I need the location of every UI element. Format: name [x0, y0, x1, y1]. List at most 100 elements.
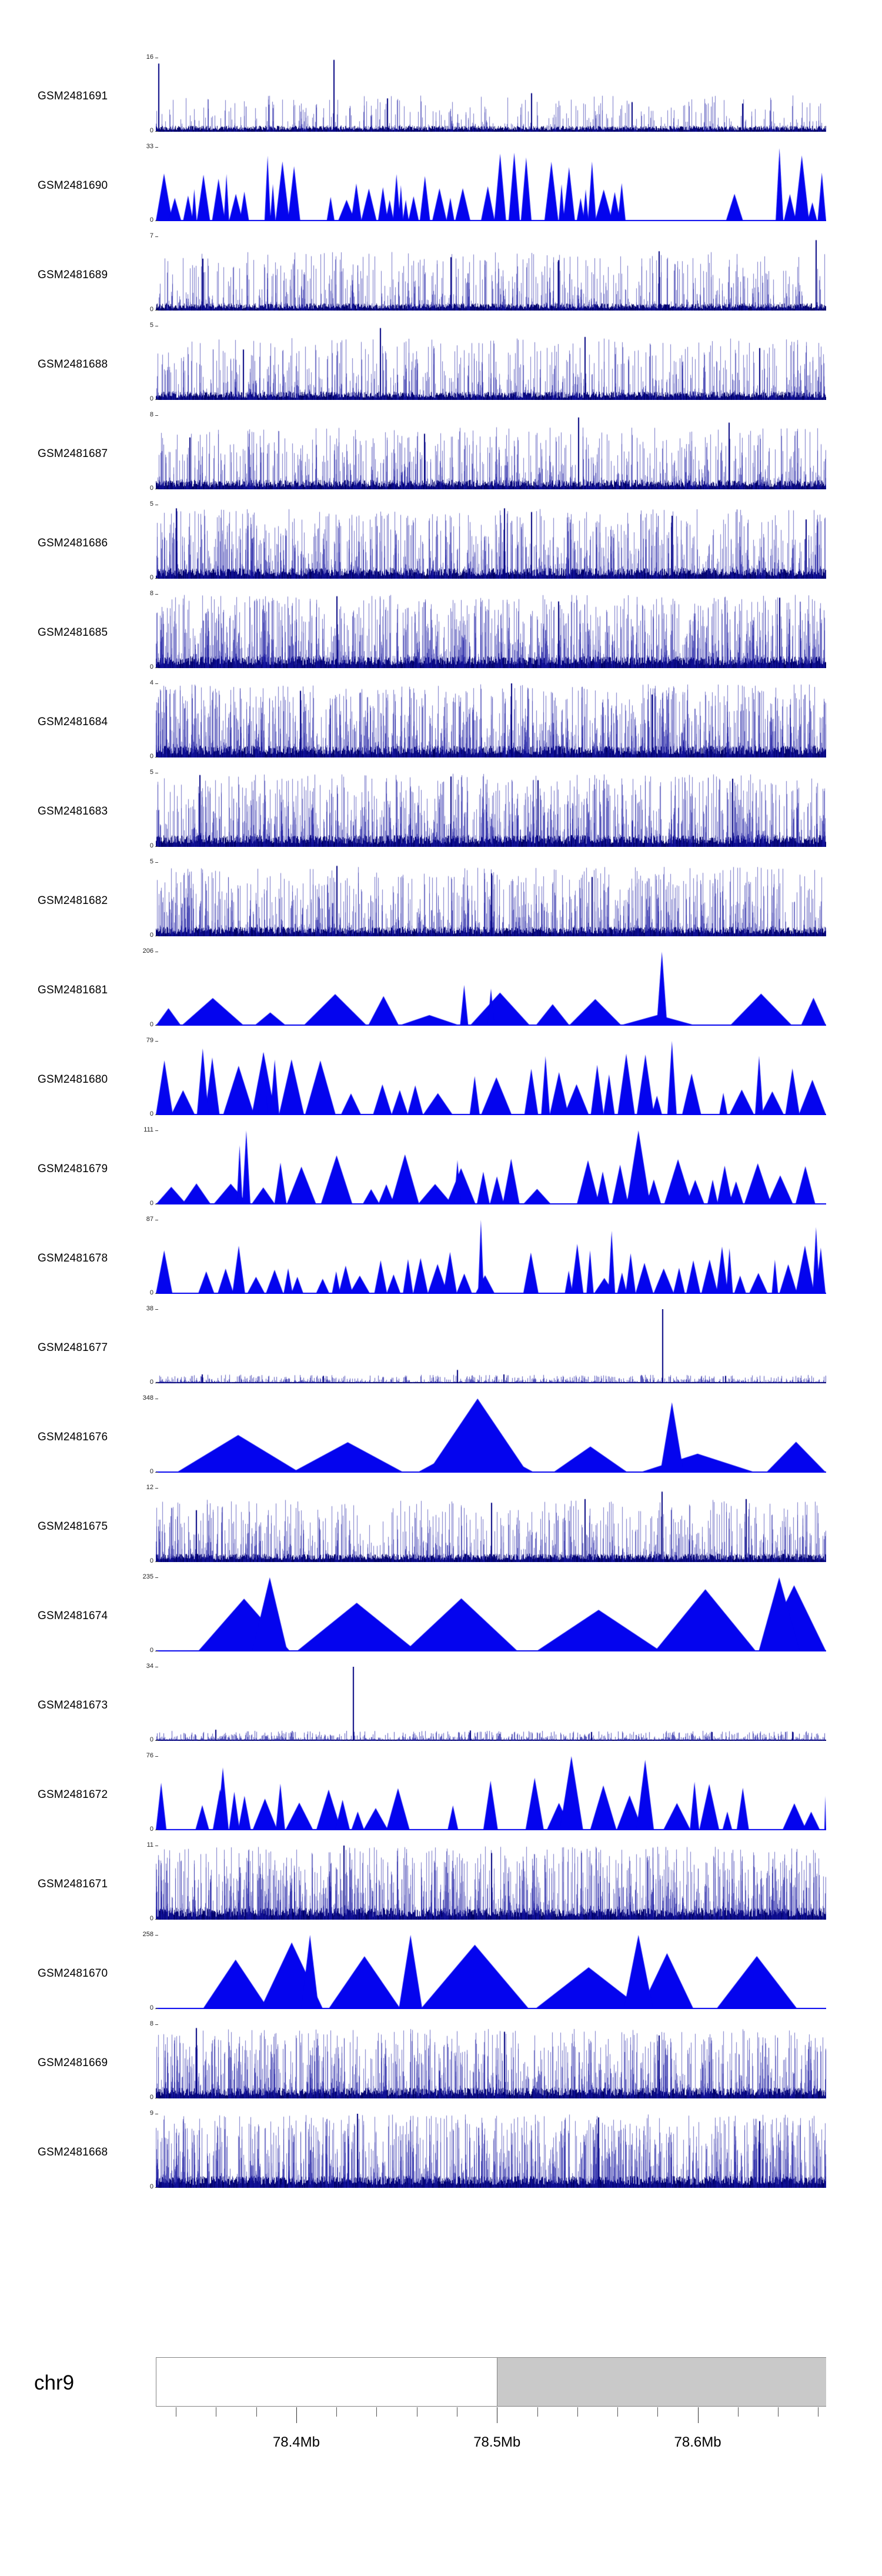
track-ymax-label: 9 — [149, 2110, 153, 2117]
track-ymax-label: 348 — [142, 1394, 153, 1402]
track-row: GSM2481685 8 0 — [0, 588, 882, 678]
y-axis-top-tick — [155, 1935, 158, 1936]
track-row: GSM2481671 11 0 — [0, 1840, 882, 1929]
signal-canvas[interactable] — [156, 862, 826, 936]
signal-canvas[interactable] — [156, 58, 826, 132]
track-label: GSM2481688 — [38, 358, 108, 371]
track-plot: 16 0 — [146, 54, 826, 134]
track-label: GSM2481679 — [38, 1163, 108, 1175]
y-axis-bottom-tick — [155, 399, 158, 400]
y-axis-top-tick — [155, 594, 158, 595]
track-row: GSM2481669 8 0 — [0, 2018, 882, 2108]
track-label: GSM2481669 — [38, 2057, 108, 2069]
ruler-minor-tick — [256, 2407, 257, 2417]
track-row: GSM2481674 235 0 — [0, 1571, 882, 1661]
signal-canvas[interactable] — [156, 1220, 826, 1294]
track-plot: 11 0 — [147, 1842, 826, 1922]
ruler-band[interactable] — [156, 2357, 826, 2407]
y-axis-top-tick — [155, 683, 158, 684]
signal-canvas[interactable] — [156, 1577, 826, 1651]
track-ymin-label: 0 — [149, 842, 153, 849]
y-axis-top-tick — [155, 1488, 158, 1489]
track-ymin-label: 0 — [149, 306, 153, 313]
track-row: GSM2481687 8 0 — [0, 409, 882, 499]
track-row: GSM2481670 258 0 — [0, 1929, 882, 2018]
track-label: GSM2481672 — [38, 1788, 108, 1801]
track-row: GSM2481691 16 0 — [0, 52, 882, 141]
track-ymin-label: 0 — [149, 1557, 153, 1564]
track-plot: 87 0 — [146, 1216, 826, 1296]
track-ymax-label: 87 — [146, 1216, 153, 1223]
track-ymax-label: 5 — [149, 500, 153, 508]
track-plot: 7 0 — [150, 233, 826, 313]
y-axis-bottom-tick — [155, 2187, 158, 2188]
track-plot: 9 0 — [150, 2110, 826, 2190]
signal-canvas[interactable] — [156, 326, 826, 400]
track-plot: 76 0 — [146, 1753, 826, 1833]
track-ymax-label: 38 — [146, 1305, 153, 1312]
track-label: GSM2481668 — [38, 2146, 108, 2158]
track-plot: 348 0 — [143, 1395, 826, 1475]
signal-canvas[interactable] — [156, 2114, 826, 2188]
track-ymin-label: 0 — [149, 2004, 153, 2011]
track-row: GSM2481683 5 0 — [0, 767, 882, 856]
track-label: GSM2481675 — [38, 1520, 108, 1533]
track-ymax-label: 7 — [149, 232, 153, 239]
track-label: GSM2481687 — [38, 448, 108, 460]
signal-canvas[interactable] — [156, 683, 826, 758]
signal-canvas[interactable] — [156, 1130, 826, 1204]
y-axis-top-tick — [155, 415, 158, 416]
signal-canvas[interactable] — [156, 1846, 826, 1920]
signal-canvas[interactable] — [156, 1309, 826, 1383]
y-axis-bottom-tick — [155, 1919, 158, 1920]
track-ymax-label: 8 — [149, 2020, 153, 2027]
signal-canvas[interactable] — [156, 1488, 826, 1562]
track-row: GSM2481673 34 0 — [0, 1661, 882, 1750]
track-label: GSM2481686 — [38, 537, 108, 549]
track-plot: 5 0 — [150, 501, 826, 581]
ruler-ticks: 78.4Mb 78.5Mb 78.6Mb — [156, 2407, 826, 2460]
y-axis-top-tick — [155, 2024, 158, 2025]
track-label: GSM2481684 — [38, 716, 108, 728]
track-row: GSM2481684 4 0 — [0, 678, 882, 767]
track-plot: 34 0 — [146, 1663, 826, 1743]
y-axis-bottom-tick — [155, 578, 158, 579]
track-ymax-label: 111 — [143, 1126, 153, 1133]
track-plot: 8 0 — [150, 590, 826, 670]
track-ymin-label: 0 — [149, 1647, 153, 1654]
track-ymin-label: 0 — [149, 1110, 153, 1117]
signal-canvas[interactable] — [156, 1041, 826, 1115]
signal-canvas[interactable] — [156, 773, 826, 847]
track-row: GSM2481675 12 0 — [0, 1482, 882, 1571]
track-label: GSM2481678 — [38, 1252, 108, 1264]
signal-canvas[interactable] — [156, 1667, 826, 1741]
track-ymin-label: 0 — [149, 1736, 153, 1743]
signal-canvas[interactable] — [156, 1399, 826, 1473]
ruler-minor-tick — [617, 2407, 619, 2417]
signal-canvas[interactable] — [156, 236, 826, 311]
track-row: GSM2481680 79 0 — [0, 1035, 882, 1125]
ruler-tick-label: 78.5Mb — [473, 2434, 521, 2450]
signal-canvas[interactable] — [156, 415, 826, 489]
signal-canvas[interactable] — [156, 505, 826, 579]
signal-canvas[interactable] — [156, 1756, 826, 1830]
track-label: GSM2481689 — [38, 269, 108, 281]
signal-canvas[interactable] — [156, 952, 826, 1026]
signal-canvas[interactable] — [156, 594, 826, 668]
track-row: GSM2481672 76 0 — [0, 1750, 882, 1840]
track-ymin-label: 0 — [149, 1915, 153, 1922]
signal-canvas[interactable] — [156, 2024, 826, 2098]
track-plot: 4 0 — [150, 680, 826, 760]
track-label: GSM2481670 — [38, 1967, 108, 1980]
signal-canvas[interactable] — [156, 1935, 826, 2009]
y-axis-top-tick — [155, 1756, 158, 1757]
signal-canvas[interactable] — [156, 147, 826, 221]
track-label: GSM2481673 — [38, 1699, 108, 1711]
track-ymax-label: 5 — [149, 322, 153, 329]
track-row: GSM2481686 5 0 — [0, 499, 882, 588]
track-ymax-label: 8 — [149, 411, 153, 418]
ruler-minor-tick — [336, 2407, 338, 2417]
track-ymin-label: 0 — [149, 1289, 153, 1296]
track-label: GSM2481682 — [38, 895, 108, 907]
track-ymin-label: 0 — [149, 663, 153, 670]
